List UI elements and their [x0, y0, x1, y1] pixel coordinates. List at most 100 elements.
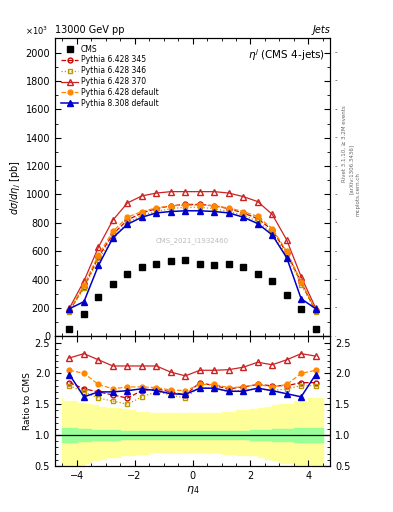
- Pythia 6.428 346: [110, 234, 115, 240]
- Text: $\times10^3$: $\times10^3$: [25, 25, 48, 37]
- Line: Pythia 6.428 370: Pythia 6.428 370: [66, 188, 319, 311]
- Pythia 6.428 345: [140, 210, 144, 216]
- Pythia 8.308 default: [212, 208, 217, 215]
- Pythia 6.428 346: [169, 206, 173, 212]
- Pythia 6.428 370: [313, 305, 318, 311]
- Pythia 6.428 default: [82, 282, 86, 288]
- Pythia 6.428 346: [125, 220, 130, 226]
- Pythia 6.428 default: [212, 203, 217, 209]
- CMS: [140, 264, 144, 270]
- CMS: [169, 258, 173, 264]
- Pythia 6.428 default: [255, 214, 260, 220]
- Pythia 6.428 370: [154, 190, 159, 196]
- Pythia 6.428 345: [197, 201, 202, 207]
- Pythia 8.308 default: [226, 210, 231, 216]
- CMS: [67, 326, 72, 332]
- Pythia 6.428 370: [299, 274, 303, 280]
- CMS: [197, 261, 202, 267]
- Pythia 8.308 default: [197, 208, 202, 214]
- Pythia 6.428 370: [96, 244, 101, 250]
- Pythia 6.428 370: [255, 199, 260, 205]
- Pythia 8.308 default: [270, 232, 275, 238]
- Pythia 6.428 default: [270, 225, 275, 231]
- Pythia 8.308 default: [67, 306, 72, 312]
- Line: Pythia 8.308 default: Pythia 8.308 default: [66, 208, 319, 312]
- Pythia 6.428 370: [169, 188, 173, 195]
- Text: $\eta^j$ (CMS 4-jets): $\eta^j$ (CMS 4-jets): [248, 47, 325, 63]
- Legend: CMS, Pythia 6.428 345, Pythia 6.428 346, Pythia 6.428 370, Pythia 6.428 default,: CMS, Pythia 6.428 345, Pythia 6.428 346,…: [59, 42, 161, 111]
- CMS: [313, 326, 318, 332]
- CMS: [212, 262, 217, 268]
- Pythia 6.428 346: [313, 308, 318, 314]
- Pythia 6.428 345: [96, 254, 101, 260]
- Pythia 6.428 default: [169, 203, 173, 209]
- Pythia 8.308 default: [96, 262, 101, 268]
- Pythia 6.428 345: [125, 217, 130, 223]
- CMS: [284, 292, 289, 298]
- Pythia 8.308 default: [140, 214, 144, 220]
- Pythia 6.428 346: [183, 204, 188, 210]
- Pythia 6.428 370: [140, 193, 144, 199]
- CMS: [299, 306, 303, 312]
- Pythia 6.428 345: [241, 210, 246, 216]
- Pythia 6.428 default: [226, 205, 231, 211]
- Pythia 6.428 346: [241, 212, 246, 218]
- Pythia 6.428 345: [226, 206, 231, 212]
- Pythia 8.308 default: [125, 221, 130, 227]
- Pythia 6.428 default: [284, 248, 289, 254]
- CMS: [255, 271, 260, 277]
- Pythia 6.428 345: [154, 206, 159, 212]
- Pythia 8.308 default: [169, 208, 173, 215]
- Pythia 6.428 346: [96, 257, 101, 263]
- Pythia 6.428 default: [154, 205, 159, 211]
- Pythia 6.428 370: [241, 194, 246, 200]
- CMS: [154, 261, 159, 267]
- Pythia 6.428 default: [183, 202, 188, 208]
- Pythia 6.428 346: [299, 282, 303, 288]
- Text: mcplots.cern.ch: mcplots.cern.ch: [355, 173, 360, 217]
- Pythia 6.428 370: [67, 305, 72, 311]
- Line: Pythia 6.428 346: Pythia 6.428 346: [67, 205, 318, 314]
- Pythia 6.428 default: [313, 307, 318, 313]
- Pythia 6.428 345: [212, 203, 217, 209]
- Text: 13000 GeV pp: 13000 GeV pp: [55, 25, 125, 35]
- CMS: [110, 281, 115, 287]
- Pythia 6.428 346: [212, 206, 217, 212]
- Pythia 6.428 370: [270, 211, 275, 218]
- Pythia 8.308 default: [255, 221, 260, 227]
- Pythia 6.428 default: [110, 228, 115, 234]
- Pythia 6.428 345: [110, 231, 115, 237]
- Pythia 6.428 345: [270, 227, 275, 233]
- Pythia 6.428 default: [197, 202, 202, 208]
- Pythia 6.428 346: [197, 204, 202, 210]
- Pythia 6.428 370: [284, 237, 289, 243]
- CMS: [226, 261, 231, 267]
- Pythia 6.428 345: [169, 203, 173, 209]
- Pythia 8.308 default: [110, 234, 115, 241]
- Pythia 8.308 default: [183, 208, 188, 214]
- CMS: [270, 278, 275, 284]
- CMS: [125, 271, 130, 277]
- Pythia 6.428 345: [67, 308, 72, 314]
- Pythia 6.428 370: [125, 200, 130, 206]
- Pythia 8.308 default: [313, 306, 318, 312]
- Text: Rivet 3.1.10, ≥ 3.2M events: Rivet 3.1.10, ≥ 3.2M events: [342, 105, 346, 182]
- Pythia 6.428 370: [183, 188, 188, 195]
- Pythia 6.428 345: [82, 284, 86, 290]
- Pythia 6.428 346: [226, 208, 231, 215]
- Text: CMS_2021_I1932460: CMS_2021_I1932460: [156, 238, 229, 244]
- CMS: [183, 257, 188, 263]
- Pythia 6.428 345: [313, 308, 318, 314]
- Pythia 8.308 default: [284, 254, 289, 261]
- Pythia 6.428 default: [140, 208, 144, 215]
- Pythia 8.308 default: [241, 214, 246, 220]
- Pythia 6.428 345: [255, 216, 260, 222]
- Text: [arXiv:1306.3436]: [arXiv:1306.3436]: [349, 144, 354, 194]
- Pythia 6.428 370: [212, 188, 217, 195]
- Pythia 6.428 346: [270, 230, 275, 236]
- Pythia 6.428 345: [183, 201, 188, 207]
- Pythia 6.428 default: [299, 279, 303, 285]
- Text: Jets: Jets: [312, 25, 330, 35]
- Pythia 6.428 346: [284, 252, 289, 259]
- CMS: [96, 293, 101, 300]
